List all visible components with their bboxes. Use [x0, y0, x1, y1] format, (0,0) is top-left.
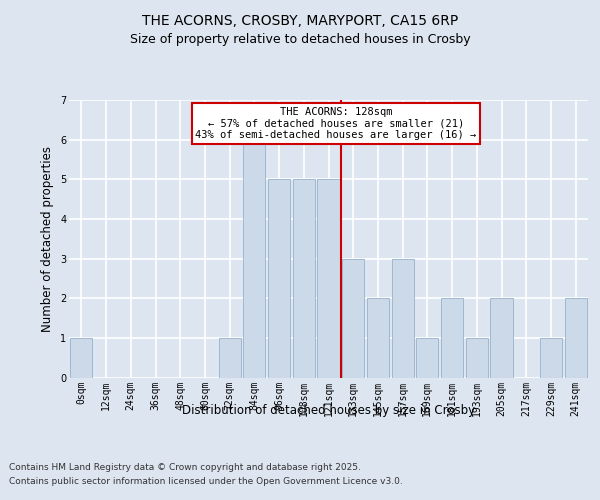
Bar — [218, 338, 241, 378]
Bar — [342, 258, 364, 378]
Bar — [466, 338, 488, 378]
Bar — [540, 338, 562, 378]
Bar — [367, 298, 389, 378]
Text: THE ACORNS: 128sqm
← 57% of detached houses are smaller (21)
43% of semi-detache: THE ACORNS: 128sqm ← 57% of detached hou… — [195, 107, 476, 140]
Bar — [317, 180, 340, 378]
Bar — [416, 338, 439, 378]
Bar — [268, 180, 290, 378]
Text: Distribution of detached houses by size in Crosby: Distribution of detached houses by size … — [182, 404, 475, 417]
Bar — [565, 298, 587, 378]
Bar — [392, 258, 414, 378]
Bar — [490, 298, 512, 378]
Text: THE ACORNS, CROSBY, MARYPORT, CA15 6RP: THE ACORNS, CROSBY, MARYPORT, CA15 6RP — [142, 14, 458, 28]
Bar — [70, 338, 92, 378]
Bar — [293, 180, 315, 378]
Text: Contains public sector information licensed under the Open Government Licence v3: Contains public sector information licen… — [9, 477, 403, 486]
Y-axis label: Number of detached properties: Number of detached properties — [41, 146, 55, 332]
Text: Size of property relative to detached houses in Crosby: Size of property relative to detached ho… — [130, 33, 470, 46]
Bar — [243, 140, 265, 378]
Text: Contains HM Land Registry data © Crown copyright and database right 2025.: Contains HM Land Registry data © Crown c… — [9, 462, 361, 471]
Bar — [441, 298, 463, 378]
